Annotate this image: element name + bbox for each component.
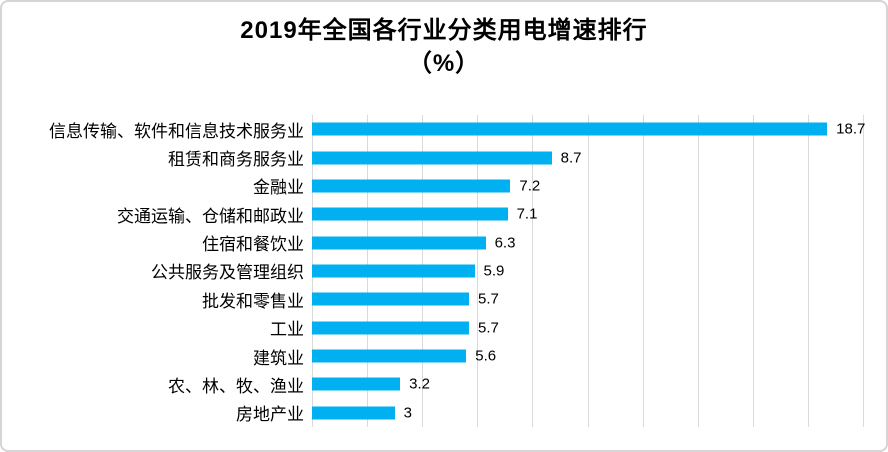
data-label: 7.1	[516, 205, 538, 223]
bar	[312, 349, 467, 363]
gridline	[477, 115, 479, 427]
gridline	[697, 115, 699, 427]
chart-row: 租赁和商务服务业 8.7	[2, 143, 886, 171]
data-label: 5.7	[478, 290, 499, 308]
bar	[312, 377, 401, 391]
bar-track: 3.2	[312, 370, 863, 398]
category-label: 住宿和餐饮业	[202, 235, 304, 256]
bar-track: 5.7	[312, 314, 863, 342]
gridline	[863, 115, 864, 427]
bar-track: 5.6	[312, 342, 863, 370]
chart-row: 金融业 7.2	[2, 172, 886, 200]
chart-row: 住宿和餐饮业 6.3	[2, 228, 886, 256]
data-label: 5.7	[478, 319, 499, 337]
category-label: 租赁和商务服务业	[168, 150, 304, 171]
data-label: 6.3	[494, 234, 516, 252]
bar	[312, 406, 395, 420]
data-label: 5.9	[483, 262, 505, 280]
bar	[312, 264, 475, 278]
bar-track: 18.7	[312, 115, 866, 143]
bar	[312, 321, 470, 335]
category-label: 金融业	[253, 178, 304, 199]
category-label: 批发和零售业	[202, 291, 304, 312]
bar	[312, 207, 508, 221]
chart-title-line1: 2019年全国各行业分类用电增速排行	[240, 17, 648, 44]
category-label: 工业	[270, 320, 304, 341]
gridline	[532, 115, 534, 427]
plot-area: 信息传输、软件和信息技术服务业 18.7 租赁和商务服务业 8.7 金融业 7.2 交通运输…	[2, 115, 886, 427]
gridline	[807, 115, 809, 427]
bar-track: 6.3	[312, 228, 863, 256]
chart-row: 批发和零售业 5.7	[2, 285, 886, 313]
bar-track: 7.2	[312, 172, 863, 200]
bar-track: 8.7	[312, 143, 863, 171]
category-label: 房地产业	[236, 405, 304, 426]
chart-row: 房地产业 3	[2, 399, 886, 427]
bar	[312, 236, 486, 250]
chart-row: 建筑业 5.6	[2, 342, 886, 370]
category-rows: 信息传输、软件和信息技术服务业 18.7 租赁和商务服务业 8.7 金融业 7.2 交通运输…	[2, 115, 886, 427]
data-label: 5.6	[475, 347, 497, 365]
chart-title: 2019年全国各行业分类用电增速排行 （%）	[2, 14, 886, 80]
data-label: 3	[403, 404, 412, 422]
bar-track: 5.7	[312, 285, 863, 313]
data-label: 8.7	[560, 149, 582, 167]
bar-track: 7.1	[312, 200, 863, 228]
data-label: 3.2	[409, 375, 431, 393]
chart-row: 工业 5.7	[2, 314, 886, 342]
category-label: 信息传输、软件和信息技术服务业	[49, 121, 304, 142]
chart-row: 交通运输、仓储和邮政业 7.1	[2, 200, 886, 228]
category-label: 公共服务及管理组织	[151, 263, 304, 284]
data-label: 18.7	[836, 120, 866, 138]
chart-row: 信息传输、软件和信息技术服务业 18.7	[2, 115, 886, 143]
bar	[312, 292, 470, 306]
chart-title-line2: （%）	[407, 50, 481, 77]
chart-row: 公共服务及管理组织 5.9	[2, 257, 886, 285]
category-label: 交通运输、仓储和邮政业	[117, 206, 304, 227]
category-label: 建筑业	[253, 348, 304, 369]
chart-row: 农、林、牧、渔业 3.2	[2, 370, 886, 398]
bar-track: 5.9	[312, 257, 863, 285]
bar	[312, 179, 511, 193]
bar	[312, 151, 552, 165]
bar-track: 3	[312, 399, 863, 427]
bar	[312, 122, 828, 136]
gridline	[587, 115, 589, 427]
data-label: 7.2	[519, 177, 541, 195]
gridline	[752, 115, 754, 427]
gridline	[642, 115, 644, 427]
category-label: 农、林、牧、渔业	[168, 376, 304, 397]
